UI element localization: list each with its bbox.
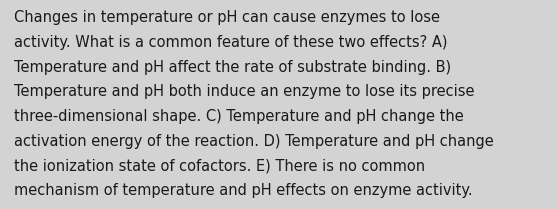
Text: mechanism of temperature and pH effects on enzyme activity.: mechanism of temperature and pH effects … — [14, 183, 473, 198]
Text: Changes in temperature or pH can cause enzymes to lose: Changes in temperature or pH can cause e… — [14, 10, 440, 25]
Text: Temperature and pH both induce an enzyme to lose its precise: Temperature and pH both induce an enzyme… — [14, 84, 474, 99]
Text: the ionization state of cofactors. E) There is no common: the ionization state of cofactors. E) Th… — [14, 158, 425, 173]
Text: activation energy of the reaction. D) Temperature and pH change: activation energy of the reaction. D) Te… — [14, 134, 494, 149]
Text: three-dimensional shape. C) Temperature and pH change the: three-dimensional shape. C) Temperature … — [14, 109, 464, 124]
Text: activity. What is a common feature of these two effects? A): activity. What is a common feature of th… — [14, 35, 448, 50]
Text: Temperature and pH affect the rate of substrate binding. B): Temperature and pH affect the rate of su… — [14, 60, 451, 75]
